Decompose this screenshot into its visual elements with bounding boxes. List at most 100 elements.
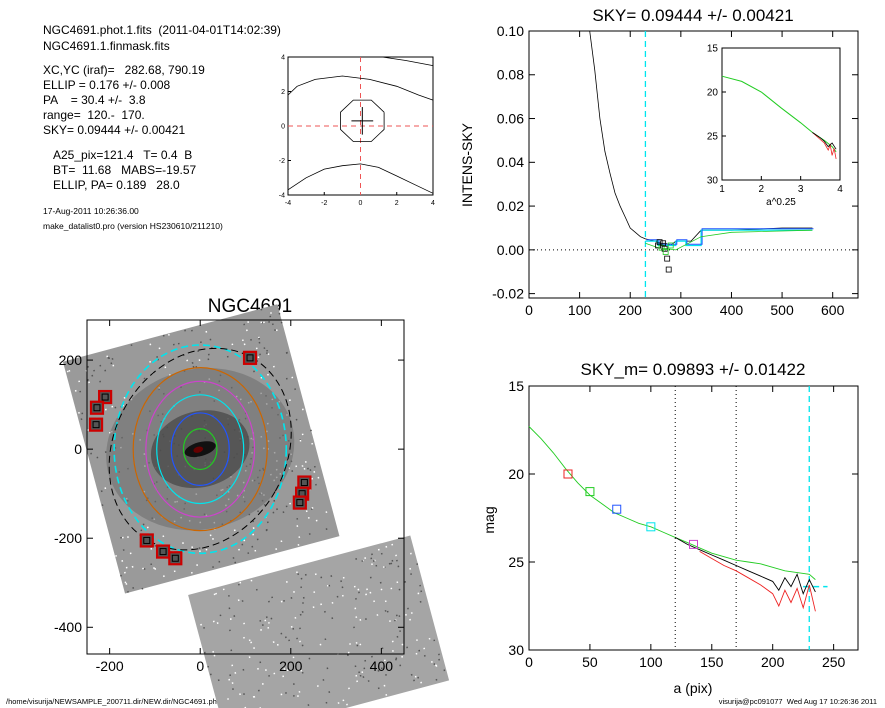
intens-y-label: 0.10 bbox=[497, 23, 524, 39]
galaxy-noise-lower bbox=[359, 619, 362, 621]
mask-box bbox=[89, 400, 105, 415]
galaxy-noise bbox=[269, 315, 272, 318]
galaxy-noise bbox=[257, 356, 260, 359]
galaxy-noise bbox=[301, 465, 304, 467]
galaxy-noise-lower bbox=[361, 560, 364, 562]
galaxy-noise bbox=[205, 548, 208, 551]
galaxy-noise-lower bbox=[385, 673, 387, 676]
galaxy-noise bbox=[232, 557, 235, 559]
galaxy-noise bbox=[278, 312, 281, 315]
galaxy-noise-lower bbox=[355, 597, 357, 600]
galaxy-noise-lower bbox=[261, 683, 264, 685]
galaxy-noise bbox=[260, 308, 263, 311]
galaxy-noise-lower bbox=[375, 564, 378, 567]
galaxy-noise-lower bbox=[304, 573, 307, 576]
galaxy-noise bbox=[100, 490, 103, 493]
mask-box-inner bbox=[171, 554, 179, 562]
galaxy-noise bbox=[120, 536, 122, 539]
intens-marker bbox=[656, 239, 663, 246]
galaxy-noise bbox=[257, 510, 259, 513]
inset-profile-black bbox=[812, 132, 837, 150]
galaxy-noise-lower bbox=[297, 695, 299, 698]
galaxy-noise bbox=[191, 546, 194, 549]
mag-y-label: 20 bbox=[508, 466, 524, 482]
galaxy-x-label: -200 bbox=[96, 658, 124, 674]
galaxy-noise-lower bbox=[401, 643, 404, 646]
galaxy-noise bbox=[258, 337, 261, 340]
contour-xtick-label: -4 bbox=[285, 200, 291, 207]
intens-x-label: 600 bbox=[821, 302, 845, 318]
galaxy-noise-lower bbox=[416, 639, 418, 642]
intens-x-label: 200 bbox=[619, 302, 643, 318]
isophote-ellipse bbox=[145, 380, 256, 518]
mag-square-marker bbox=[612, 504, 622, 514]
galaxy-noise-lower bbox=[389, 620, 391, 623]
galaxy-noise-lower bbox=[435, 678, 438, 681]
galaxy-noise-lower bbox=[357, 588, 360, 591]
galaxy-noise-lower bbox=[216, 622, 219, 624]
galaxy-noise-lower bbox=[384, 609, 387, 612]
galaxy-noise-lower bbox=[217, 679, 220, 682]
intens-marker bbox=[665, 266, 672, 273]
galaxy-noise-lower bbox=[268, 621, 270, 624]
galaxy-noise bbox=[156, 356, 159, 358]
galaxy-noise bbox=[272, 365, 275, 368]
galaxy-noise-lower bbox=[347, 651, 350, 654]
galaxy-noise bbox=[212, 538, 214, 540]
galaxy-noise-lower bbox=[354, 665, 357, 668]
galaxy-noise bbox=[205, 330, 208, 333]
contour-outer-lower bbox=[287, 163, 434, 194]
galaxy-noise bbox=[280, 321, 283, 324]
mask-box bbox=[242, 350, 258, 365]
galaxy-noise-lower bbox=[273, 672, 276, 675]
galaxy-noise-lower bbox=[316, 685, 319, 687]
galaxy-noise bbox=[247, 552, 250, 555]
galaxy-noise-lower bbox=[371, 655, 373, 658]
galaxy-noise-lower bbox=[397, 565, 400, 568]
contour-ytick-label: -2 bbox=[279, 158, 285, 165]
galaxy-noise-lower bbox=[290, 625, 293, 628]
galaxy-noise bbox=[162, 575, 165, 578]
param-a25: A25_pix=121.4 T= 0.4 B bbox=[53, 148, 193, 162]
galaxy-noise-lower bbox=[391, 543, 394, 546]
galaxy-noise-lower bbox=[399, 664, 402, 667]
galaxy-noise-lower bbox=[383, 659, 386, 662]
galaxy-noise bbox=[129, 552, 132, 555]
galaxy-noise-lower bbox=[358, 671, 361, 674]
galaxy-noise bbox=[267, 373, 269, 376]
galaxy-noise-lower bbox=[418, 649, 421, 652]
galaxy-x-label: 0 bbox=[196, 658, 204, 674]
galaxy-noise-lower bbox=[430, 661, 433, 663]
mag-y-label: 25 bbox=[508, 554, 524, 570]
galaxy-noise-lower bbox=[395, 554, 397, 557]
galaxy-noise-lower bbox=[346, 703, 348, 706]
mag-x-label: 250 bbox=[822, 654, 846, 670]
galaxy-noise bbox=[120, 574, 122, 577]
galaxy-noise-lower bbox=[372, 560, 375, 562]
galaxy-noise bbox=[275, 329, 278, 332]
galaxy-noise bbox=[154, 544, 157, 547]
galaxy-noise-lower bbox=[312, 606, 315, 609]
galaxy-noise-lower bbox=[260, 629, 262, 631]
galaxy-noise bbox=[270, 312, 272, 314]
galaxy-noise bbox=[177, 342, 180, 345]
galaxy-noise-lower bbox=[241, 600, 244, 602]
inset-xlabel: a^0.25 bbox=[766, 197, 796, 208]
galaxy-noise bbox=[96, 456, 99, 459]
galaxy-noise-lower bbox=[371, 553, 373, 556]
param-ellip-pa: ELLIP, PA= 0.189 28.0 bbox=[53, 178, 180, 192]
galaxy-noise bbox=[301, 408, 304, 411]
mag-square-marker bbox=[646, 522, 656, 532]
galaxy-noise-lower bbox=[320, 603, 323, 606]
galaxy-noise bbox=[142, 567, 144, 570]
inset-ytick-label: 20 bbox=[707, 88, 719, 99]
galaxy-noise bbox=[123, 396, 126, 399]
galaxy-noise-lower bbox=[257, 667, 259, 670]
galaxy-noise-lower bbox=[419, 584, 422, 587]
galaxy-noise-lower bbox=[380, 552, 383, 555]
mag-series-green bbox=[528, 426, 816, 580]
galaxy-noise bbox=[114, 406, 117, 409]
galaxy-noise-lower bbox=[409, 618, 412, 621]
galaxy-noise-lower bbox=[398, 588, 401, 591]
galaxy-noise-lower bbox=[228, 607, 231, 610]
